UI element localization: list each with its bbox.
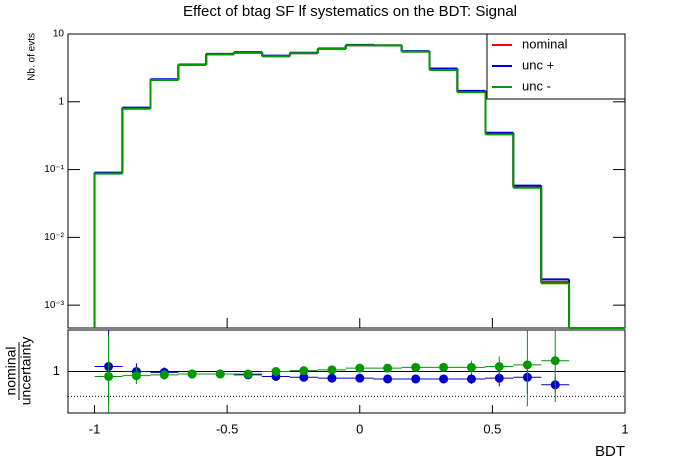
point [104,371,114,381]
x-axis-label: BDT [595,443,625,460]
legend-label: unc + [522,57,554,72]
x-tick-label: -1 [89,421,101,436]
y-tick-label: 10 [53,29,65,40]
plot-frame [67,33,626,329]
point [439,362,449,372]
point [327,373,337,383]
point [439,374,449,384]
x-tick-label: 0.5 [483,421,501,436]
point [550,356,560,366]
y-tick-label: 10⁻² [44,232,64,243]
point [411,362,421,372]
x-tick-label: -0.5 [216,421,238,436]
x-tick-label: 0 [356,421,363,436]
point [299,366,309,376]
point [411,374,421,384]
point [522,360,532,370]
point [466,362,476,372]
point [383,363,393,373]
y-tick-label: 10⁻³ [44,300,64,311]
y-axis-label: Nb. of evts [27,33,38,81]
point [355,363,365,373]
y-tick-label: 1 [53,363,60,378]
point [327,365,337,375]
ratio-numerator: nominal [3,346,19,395]
x-tick-label: 1 [621,421,628,436]
point [466,374,476,384]
chart-title: Effect of btag SF lf systematics on the … [183,3,517,20]
point [187,369,197,379]
point [299,372,309,382]
y-tick-label: 1 [58,96,64,107]
legend-label: unc - [522,78,551,93]
point [494,373,504,383]
point [243,369,253,379]
point [271,367,281,376]
ratio-denominator: uncertainty [18,337,34,405]
point [494,362,504,372]
point [215,369,225,379]
legend-label: nominal [522,36,568,51]
y-tick-label: 10⁻¹ [44,164,64,175]
point [159,370,169,380]
point [383,374,393,384]
point [355,373,365,383]
point [131,371,141,381]
